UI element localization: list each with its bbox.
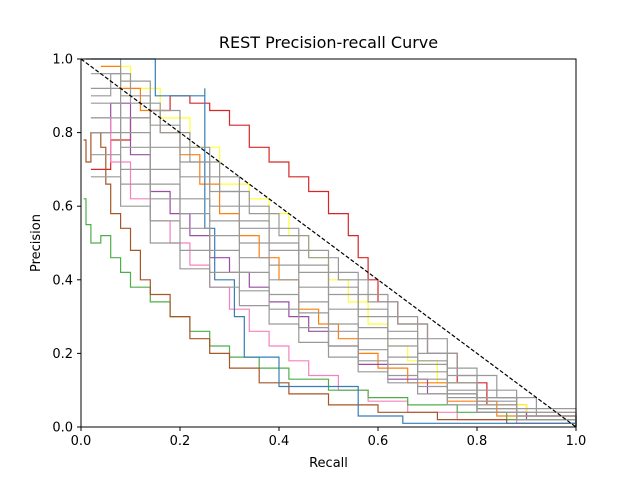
y-axis-label: Precision bbox=[29, 214, 44, 272]
series-line-8 bbox=[86, 58, 577, 427]
reference-diagonal-line bbox=[80, 58, 577, 428]
series-line-3 bbox=[100, 65, 577, 427]
chart-title: REST Precision-recall Curve bbox=[219, 33, 438, 52]
series-line-12 bbox=[90, 102, 577, 427]
plot-area bbox=[80, 58, 577, 428]
y-tick-label: 0.2 bbox=[52, 347, 73, 362]
series-line-13 bbox=[90, 117, 577, 427]
y-tick-label: 0.8 bbox=[52, 126, 73, 141]
series-line-7 bbox=[83, 132, 577, 427]
x-tick-label: 0.8 bbox=[467, 434, 488, 449]
series-line-6 bbox=[83, 198, 577, 427]
x-tick-label: 1.0 bbox=[566, 434, 587, 449]
y-tick-label: 0.0 bbox=[52, 421, 73, 436]
x-tick-label: 0.2 bbox=[170, 434, 191, 449]
x-axis-label: Recall bbox=[309, 456, 348, 471]
y-axis-ticks: 0.0 0.2 0.4 0.6 0.8 1.0 bbox=[52, 53, 81, 436]
y-tick-label: 1.0 bbox=[52, 53, 73, 68]
series-line-10 bbox=[90, 73, 577, 427]
x-tick-label: 0.6 bbox=[368, 434, 389, 449]
series-line-16 bbox=[90, 176, 577, 427]
series-line-4 bbox=[90, 102, 577, 427]
plot-frame bbox=[80, 58, 577, 428]
series-line-1 bbox=[90, 95, 577, 427]
y-tick-label: 0.6 bbox=[52, 200, 73, 215]
x-axis-ticks: 0.0 0.2 0.4 0.6 0.8 1.0 bbox=[71, 427, 587, 449]
series-line-2 bbox=[100, 65, 577, 427]
series-line-9 bbox=[90, 58, 577, 427]
series-line-15 bbox=[90, 154, 577, 427]
x-tick-label: 0.4 bbox=[269, 434, 290, 449]
x-tick-label: 0.0 bbox=[71, 434, 92, 449]
series-line-17 bbox=[90, 73, 577, 427]
series-line-14 bbox=[90, 132, 577, 427]
y-tick-label: 0.4 bbox=[52, 273, 73, 288]
